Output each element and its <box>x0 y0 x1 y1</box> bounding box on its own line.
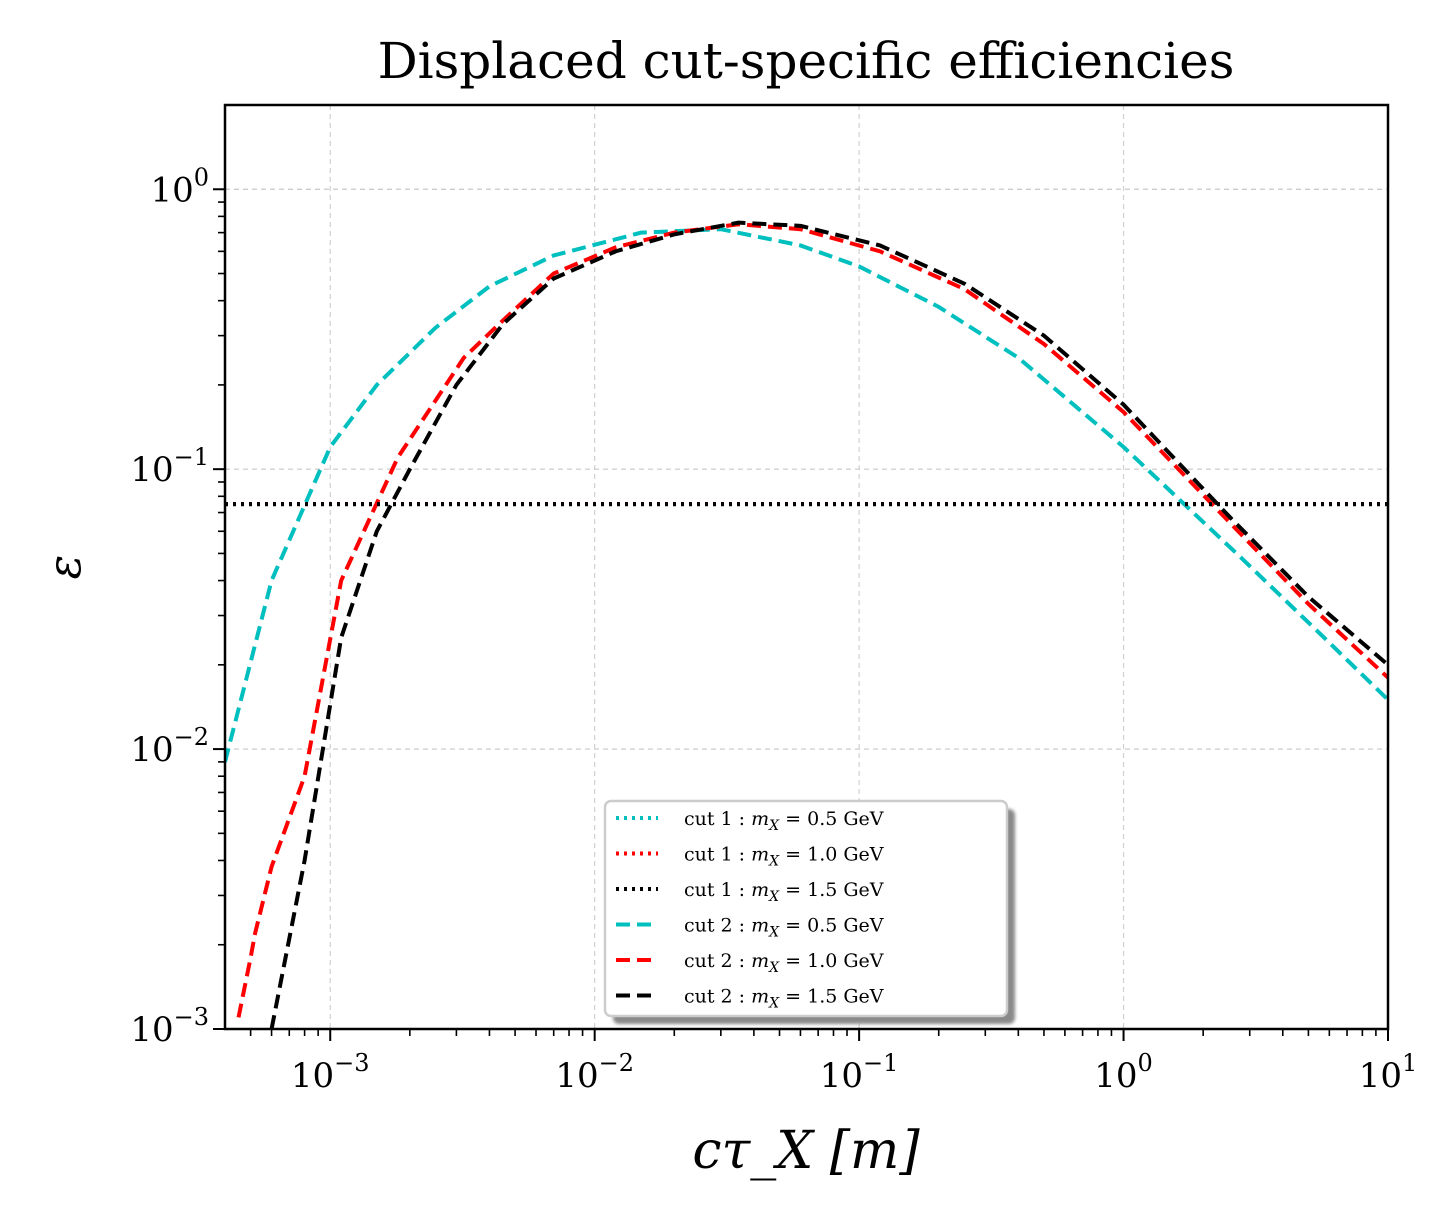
legend-label-prefix: cut 1 : <box>684 808 751 830</box>
x-tick-label: 10−2 <box>555 1049 634 1096</box>
legend-label-mass-symbol: m <box>751 986 769 1008</box>
legend-label-value: = 1.0 GeV <box>779 844 884 866</box>
legend-label-subscript: X <box>768 854 780 870</box>
y-tick-label-exponent: −2 <box>174 723 209 751</box>
y-tick-label-exponent: −1 <box>174 443 209 471</box>
legend-label-value: = 1.5 GeV <box>779 879 884 901</box>
legend-label-subscript: X <box>768 925 780 941</box>
x-tick-label-base: 10 <box>1094 1056 1137 1096</box>
legend-label-prefix: cut 2 : <box>684 950 751 972</box>
plot-frame <box>223 103 1390 1031</box>
x-tick-label: 101 <box>1359 1049 1418 1096</box>
y-tick-label-exponent: 0 <box>194 163 209 191</box>
x-tick-label: 10−1 <box>820 1049 899 1096</box>
legend-label-prefix: cut 1 : <box>684 844 751 866</box>
legend-label: cut 1 : mX = 0.5 GeV <box>684 808 884 834</box>
y-tick-label: 100 <box>150 163 209 210</box>
series-line-cut2-5 <box>269 220 1388 1029</box>
x-tick-label-base: 10 <box>291 1056 334 1096</box>
legend-label-mass-symbol: m <box>751 879 769 901</box>
legend-label-prefix: cut 2 : <box>684 986 751 1008</box>
legend-label-subscript: X <box>768 889 780 905</box>
x-tick-label-exponent: −1 <box>863 1049 898 1077</box>
y-tick-label: 10−3 <box>130 1003 209 1050</box>
x-tick-label-exponent: −2 <box>599 1049 634 1077</box>
legend-label-subscript: X <box>768 960 780 976</box>
x-tick-label-base: 10 <box>1359 1056 1402 1096</box>
legend-label: cut 2 : mX = 1.0 GeV <box>684 950 884 976</box>
x-tick-label-base: 10 <box>820 1056 863 1096</box>
x-tick-label-base: 10 <box>555 1056 598 1096</box>
series-group <box>225 220 1388 1029</box>
x-tick-label-exponent: −3 <box>334 1049 369 1077</box>
legend-label-subscript: X <box>768 996 780 1012</box>
x-axis-label: cτ_X [m] <box>692 1121 920 1181</box>
legend-label-subscript: X <box>768 818 780 834</box>
legend-label-value: = 1.5 GeV <box>779 986 884 1008</box>
legend-label: cut 1 : mX = 1.0 GeV <box>684 844 884 870</box>
legend-label-prefix: cut 1 : <box>684 879 751 901</box>
y-tick-label-base: 10 <box>130 1010 173 1050</box>
legend-box <box>603 799 1009 1018</box>
y-tick-label: 10−2 <box>130 723 209 770</box>
legend-label-mass-symbol: m <box>751 844 769 866</box>
chart-title: Displaced cut-specific efficiencies <box>378 32 1235 90</box>
y-tick-label-base: 10 <box>150 170 193 210</box>
legend-label: cut 1 : mX = 1.5 GeV <box>684 879 884 905</box>
x-tick-label: 10−3 <box>291 1049 370 1096</box>
x-tick-label-exponent: 0 <box>1138 1049 1153 1077</box>
legend-label: cut 2 : mX = 1.5 GeV <box>684 986 884 1012</box>
x-tick-labels: 10−3 10−2 10−1 100 101 <box>291 1049 1417 1096</box>
legend-label-value: = 0.5 GeV <box>779 915 884 937</box>
y-tick-label-base: 10 <box>130 450 173 490</box>
series-line-cut2-4 <box>236 222 1388 1018</box>
x-tick-label-exponent: 1 <box>1402 1049 1417 1077</box>
x-tick-label: 100 <box>1094 1049 1153 1096</box>
legend-label-mass-symbol: m <box>751 808 769 830</box>
legend-label: cut 2 : mX = 0.5 GeV <box>684 915 884 941</box>
legend-label-mass-symbol: m <box>751 950 769 972</box>
legend-label-prefix: cut 2 : <box>684 915 751 937</box>
y-axis-label: ε <box>37 555 91 580</box>
y-tick-label-base: 10 <box>130 730 173 770</box>
legend-label-value: = 0.5 GeV <box>779 808 884 830</box>
legend-label-mass-symbol: m <box>751 915 769 937</box>
y-tick-label-exponent: −3 <box>174 1003 209 1031</box>
series-line-cut2-3 <box>225 227 1388 763</box>
legend-label-value: = 1.0 GeV <box>779 950 884 972</box>
y-tick-label: 10−1 <box>130 443 209 490</box>
